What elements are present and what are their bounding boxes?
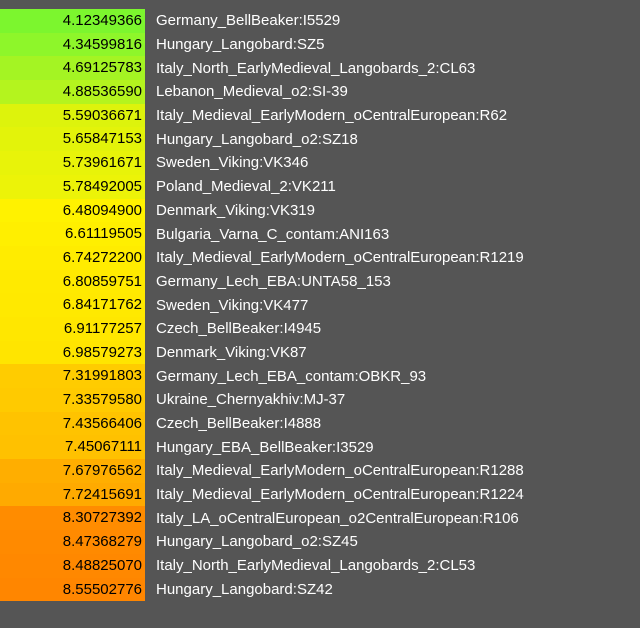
distance-value: 7.72415691 [0,482,145,507]
distance-value: 4.69125783 [0,56,145,81]
distance-value: 8.55502776 [0,577,145,602]
distance-value: 7.45067111 [0,435,145,460]
sample-name: Germany_BellBeaker:I5529 [156,12,341,30]
sample-name: Sweden_Viking:VK346 [156,154,309,172]
sample-name: Italy_Medieval_EarlyModern_oCentralEurop… [156,249,524,267]
distance-value: 6.80859751 [0,269,145,294]
sample-name: Ukraine_Chernyakhiv:MJ-37 [156,391,346,409]
sample-name: Hungary_Langobard:SZ5 [156,36,325,54]
sample-name: Poland_Medieval_2:VK211 [156,178,336,196]
result-row: 8.55502776 Hungary_Langobard:SZ42 [0,577,640,602]
result-row: 7.33579580 Ukraine_Chernyakhiv:MJ-37 [0,388,640,412]
distance-value: 5.78492005 [0,174,145,199]
sample-name: Bulgaria_Varna_C_contam:ANI163 [156,225,390,243]
result-row: 6.98579273 Denmark_Viking:VK87 [0,340,640,365]
sample-name: Czech_BellBeaker:I4888 [156,415,322,433]
sample-name: Denmark_Viking:VK319 [156,201,315,219]
sample-name: Italy_LA_oCentralEuropean_o2CentralEurop… [156,509,519,527]
result-row: 5.59036671 Italy_Medieval_EarlyModern_oCe… [0,103,640,128]
result-row: 7.67976562 Italy_Medieval_EarlyModern_oCe… [0,459,640,483]
sample-name: Denmark_Viking:VK87 [156,343,307,361]
distance-value: 8.48825070 [0,553,145,578]
distance-value: 5.65847153 [0,127,145,152]
sample-name: Germany_Lech_EBA_contam:OBKR_93 [156,367,427,385]
result-row: 4.88536590 Lebanon_Medieval_o2:SI-39 [0,80,640,104]
distance-value: 6.91177257 [0,316,145,341]
distance-value: 7.33579580 [0,388,145,412]
sample-name: Hungary_Langobard:SZ42 [156,580,333,598]
result-row: 6.91177257 Czech_BellBeaker:I4945 [0,316,640,341]
distance-value: 7.43566406 [0,411,145,436]
result-row: 6.61119505 Bulgaria_Varna_C_contam:ANI163 [0,222,640,246]
distance-value: 6.48094900 [0,198,145,223]
result-row: 8.47368279 Hungary_Langobard_o2:SZ45 [0,530,640,554]
sample-name: Sweden_Viking:VK477 [156,296,309,314]
distance-value: 7.31991803 [0,364,145,388]
distance-value: 8.47368279 [0,530,145,554]
distance-value: 7.67976562 [0,459,145,483]
distance-value: 6.98579273 [0,340,145,365]
distance-value: 4.34599816 [0,32,145,57]
sample-name: Hungary_Langobard_o2:SZ45 [156,533,358,551]
result-row: 7.43566406 Czech_BellBeaker:I4888 [0,411,640,436]
sample-name: Italy_North_EarlyMedieval_Langobards_2:C… [156,557,476,575]
result-row: 5.78492005 Poland_Medieval_2:VK211 [0,174,640,199]
result-row: 6.84171762 Sweden_Viking:VK477 [0,293,640,317]
sample-name: Italy_Medieval_EarlyModern_oCentralEurop… [156,462,524,480]
result-row: 8.30727392 Italy_LA_oCentralEuropean_o2Ce… [0,506,640,531]
result-row: 7.45067111 Hungary_EBA_BellBeaker:I3529 [0,435,640,460]
distance-value: 8.30727392 [0,506,145,531]
sample-name: Hungary_EBA_BellBeaker:I3529 [156,438,374,456]
distance-value: 6.61119505 [0,222,145,246]
sample-name: Czech_BellBeaker:I4945 [156,320,322,338]
result-row: 5.73961671 Sweden_Viking:VK346 [0,151,640,175]
sample-name: Hungary_Langobard_o2:SZ18 [156,130,358,148]
sample-name: Italy_North_EarlyMedieval_Langobards_2:C… [156,59,476,77]
result-row: 6.74272200 Italy_Medieval_EarlyModern_oCe… [0,245,640,270]
result-row: 8.48825070 Italy_North_EarlyMedieval_Lang… [0,553,640,578]
distance-value: 6.84171762 [0,293,145,317]
distance-value: 6.74272200 [0,245,145,270]
distance-value: 4.12349366 [0,9,145,33]
sample-name: Italy_Medieval_EarlyModern_oCentralEurop… [156,486,524,504]
distance-value: 5.73961671 [0,151,145,175]
result-row: 4.34599816 Hungary_Langobard:SZ5 [0,32,640,57]
sample-name: Germany_Lech_EBA:UNTA58_153 [156,272,391,290]
sample-name: Italy_Medieval_EarlyModern_oCentralEurop… [156,107,508,125]
result-row: 4.12349366 Germany_BellBeaker:I5529 [0,9,640,33]
distance-value: 4.88536590 [0,80,145,104]
distance-results-list: 4.12349366 Germany_BellBeaker:I5529 4.3459… [0,9,640,602]
result-row: 7.72415691 Italy_Medieval_EarlyModern_oCe… [0,482,640,507]
result-row: 7.31991803 Germany_Lech_EBA_contam:OBKR_9… [0,364,640,388]
sample-name: Lebanon_Medieval_o2:SI-39 [156,83,348,101]
result-row: 6.80859751 Germany_Lech_EBA:UNTA58_153 [0,269,640,294]
distance-value: 5.59036671 [0,103,145,128]
result-row: 4.69125783 Italy_North_EarlyMedieval_Lang… [0,56,640,81]
result-row: 6.48094900 Denmark_Viking:VK319 [0,198,640,223]
result-row: 5.65847153 Hungary_Langobard_o2:SZ18 [0,127,640,152]
